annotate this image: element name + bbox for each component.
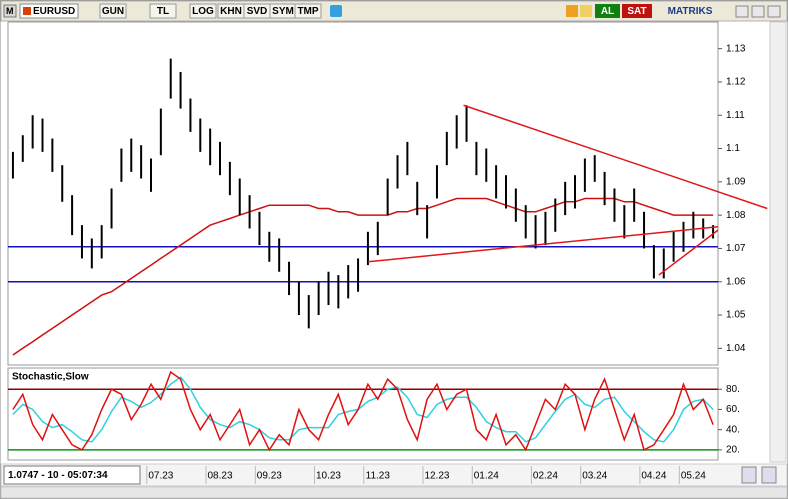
zoom-button[interactable] (761, 466, 777, 484)
price-panel (7, 21, 719, 366)
symbol-box[interactable] (19, 3, 79, 19)
symbol-flag (23, 7, 31, 15)
status-box (3, 465, 141, 485)
y-tick-label: 80. (726, 384, 740, 395)
close-button[interactable] (767, 5, 781, 18)
x-tick-label: 04.24 (641, 471, 666, 482)
x-tick-label: 03.24 (582, 471, 607, 482)
stochastic-panel (7, 367, 719, 461)
toolbar-button[interactable] (99, 3, 127, 19)
x-tick-label: 01.24 (474, 471, 499, 482)
x-tick-label: 02.24 (533, 471, 558, 482)
refresh-button[interactable] (566, 5, 578, 17)
y-tick-label: 20. (726, 445, 740, 456)
twitter-button[interactable] (330, 5, 342, 17)
toolbar-button[interactable] (189, 3, 217, 19)
toolbar-button-label: TMP (297, 6, 318, 17)
y-tick-label: 1.1 (726, 143, 740, 154)
y-tick-label: 1.12 (726, 77, 746, 88)
symbol: EURUSD (33, 6, 75, 17)
x-tick-label: 07.23 (148, 471, 173, 482)
x-tick-label: 05.24 (681, 471, 706, 482)
x-tick-label: 11.23 (366, 471, 391, 482)
x-tick-label: 09.23 (257, 471, 282, 482)
minimize-button[interactable] (735, 5, 749, 18)
vertical-scrollbar[interactable] (769, 21, 787, 463)
y-tick-label: 60. (726, 404, 740, 415)
toolbar-button-label: KHN (220, 6, 242, 17)
moving-average (12, 197, 714, 356)
y-tick-label: 1.04 (726, 343, 746, 354)
brand: MATRIKS (668, 6, 713, 17)
toolbar-button-label: LOG (192, 6, 214, 17)
y-tick-label: 1.13 (726, 43, 746, 54)
y-tick-label: 1.05 (726, 310, 746, 321)
y-tick-label: 40. (726, 424, 740, 435)
scroll-button[interactable] (741, 466, 757, 484)
toolbar-button-label: TL (157, 6, 169, 17)
buy-label: AL (601, 6, 614, 17)
status: 1.0747 - 10 - 05:07:34 (8, 470, 108, 481)
toolbar-button-label: SYM (272, 6, 294, 17)
trend-line (367, 226, 719, 263)
trend-line (658, 229, 719, 276)
toolbar-button[interactable] (294, 3, 322, 19)
x-tick-label: 10.23 (316, 471, 341, 482)
buy-button[interactable] (595, 4, 620, 18)
y-tick-label: 1.09 (726, 176, 746, 187)
y-tick-label: 1.07 (726, 243, 746, 254)
time-axis-bar (0, 463, 788, 487)
y-tick-label: 1.08 (726, 210, 746, 221)
menu-letter: M (6, 6, 14, 16)
stochastic-line (12, 376, 714, 443)
sell-button[interactable] (622, 4, 652, 18)
trend-line (463, 104, 768, 210)
toolbar-button[interactable] (149, 3, 177, 19)
indicator-title: Stochastic,Slow (12, 372, 89, 383)
maximize-button[interactable] (751, 5, 765, 18)
toolbar-button-label: SVD (247, 6, 268, 17)
menu-icon[interactable] (3, 4, 17, 18)
horizontal-scrollbar[interactable] (0, 486, 788, 499)
stochastic-line (12, 370, 714, 452)
y-tick-label: 1.06 (726, 276, 746, 287)
alarm-button[interactable] (580, 5, 592, 17)
sell-label: SAT (627, 6, 646, 17)
toolbar-button-label: GUN (102, 6, 124, 17)
y-tick-label: 1.11 (726, 110, 745, 121)
x-tick-label: 08.23 (207, 471, 232, 482)
x-tick-label: 12.23 (424, 471, 449, 482)
